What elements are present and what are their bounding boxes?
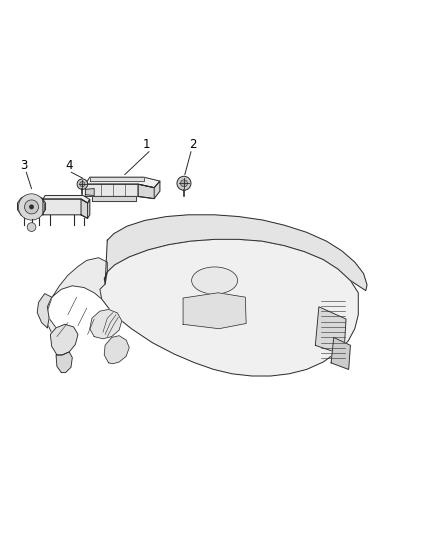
Polygon shape <box>90 177 144 181</box>
Polygon shape <box>331 337 350 369</box>
Polygon shape <box>104 336 129 364</box>
Polygon shape <box>85 177 160 188</box>
Polygon shape <box>85 189 94 196</box>
Polygon shape <box>50 324 78 355</box>
Polygon shape <box>47 258 107 333</box>
Polygon shape <box>43 196 90 203</box>
Circle shape <box>77 179 88 189</box>
Text: 3: 3 <box>21 159 28 172</box>
Polygon shape <box>81 199 90 219</box>
Circle shape <box>29 205 34 209</box>
Polygon shape <box>92 197 136 201</box>
Polygon shape <box>315 307 346 355</box>
Text: 2: 2 <box>189 138 197 151</box>
Ellipse shape <box>192 267 237 294</box>
Polygon shape <box>43 199 88 219</box>
Circle shape <box>25 200 39 214</box>
Polygon shape <box>138 181 160 199</box>
Circle shape <box>27 223 36 231</box>
Polygon shape <box>56 352 72 373</box>
Circle shape <box>177 176 191 190</box>
Polygon shape <box>37 294 52 328</box>
Polygon shape <box>90 310 122 339</box>
Polygon shape <box>85 184 154 199</box>
Circle shape <box>80 182 85 187</box>
Polygon shape <box>18 195 46 219</box>
Circle shape <box>18 194 45 220</box>
Polygon shape <box>100 239 358 376</box>
Text: 1: 1 <box>143 138 151 151</box>
Polygon shape <box>183 293 246 329</box>
Text: 4: 4 <box>65 159 73 172</box>
Polygon shape <box>104 215 367 290</box>
Circle shape <box>180 180 187 187</box>
